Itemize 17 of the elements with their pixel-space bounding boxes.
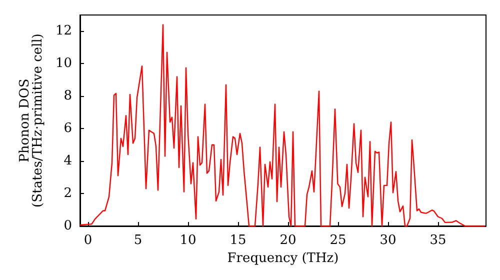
x-tick-label: 25: [330, 233, 346, 248]
y-tick-label: 2: [64, 186, 72, 202]
x-tick-label: 15: [230, 233, 246, 248]
x-tick-label: 30: [380, 233, 396, 248]
x-tick-label: 0: [84, 233, 92, 248]
x-tick-label: 10: [180, 233, 196, 248]
x-tick-label: 20: [280, 233, 296, 248]
y-axis-title: Phonon DOS (States/THz·primitive cell): [18, 33, 46, 208]
y-tick-label: 0: [64, 218, 72, 234]
y-tick-label: 10: [55, 56, 72, 72]
y-tick-label: 8: [64, 88, 72, 104]
y-tick-label: 12: [55, 24, 72, 39]
y-tick-label: 6: [64, 121, 72, 136]
x-tick-label: 35: [430, 233, 446, 248]
y-tick-label: 4: [64, 154, 72, 169]
x-tick-label: 5: [134, 233, 142, 248]
x-axis-title: Frequency (THz): [227, 250, 339, 266]
